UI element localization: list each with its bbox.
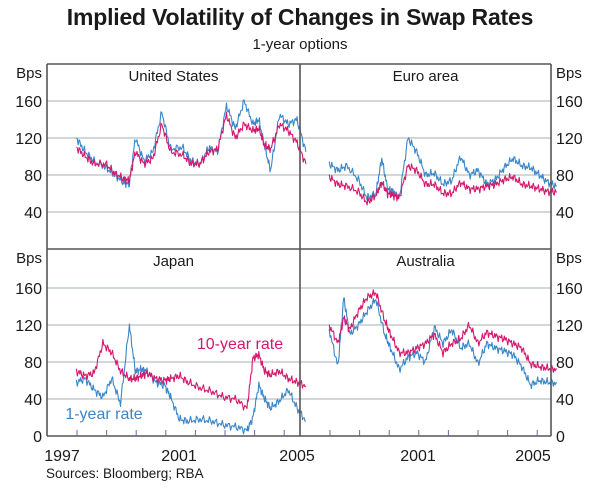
chart-subtitle: 1-year options [252, 36, 348, 53]
series-line-10-year-rate [328, 163, 558, 206]
y-tick-label: 80 [556, 355, 574, 372]
y-tick-label: 120 [556, 131, 583, 148]
series-line-1-year-rate [328, 297, 558, 390]
x-tick-label: 2001 [400, 448, 436, 465]
y-tick-label: 80 [24, 355, 42, 372]
y-tick-label: 40 [24, 392, 42, 409]
x-tick-label: 2005 [515, 448, 551, 465]
series-line-1-year-rate [75, 99, 307, 189]
x-tick-label: 1997 [44, 448, 80, 465]
y-axis-unit: Bps [16, 250, 42, 267]
gridlines [47, 100, 551, 400]
annotation-1-year-rate: 1-year rate [65, 406, 142, 423]
y-tick-label: 120 [556, 318, 583, 335]
y-tick-label: 160 [556, 281, 583, 298]
series-line-10-year-rate [76, 111, 307, 185]
y-tick-label: 120 [15, 131, 42, 148]
series-line-10-year-rate [75, 338, 307, 411]
x-tick-label: 2005 [279, 448, 315, 465]
series-line-1-year-rate [328, 137, 557, 201]
y-axis-unit: Bps [556, 250, 582, 267]
y-tick-label: 80 [24, 168, 42, 185]
y-tick-label: 0 [556, 429, 565, 446]
y-tick-label: 160 [15, 94, 42, 111]
y-axis-unit: Bps [16, 65, 42, 82]
panel-title: Australia [396, 253, 455, 270]
y-tick-label: 80 [556, 168, 574, 185]
y-tick-label: 120 [15, 318, 42, 335]
panel-title: United States [128, 68, 218, 85]
series-line-10-year-rate [328, 289, 558, 373]
source-note: Sources: Bloomberg; RBA [46, 466, 204, 481]
chart-title: Implied Volatility of Changes in Swap Ra… [66, 4, 534, 30]
y-tick-label: 160 [15, 281, 42, 298]
series-line-1-year-rate [75, 323, 306, 435]
series-lines [75, 99, 558, 435]
x-tick-label: 2001 [161, 448, 197, 465]
panel-frames [46, 63, 552, 437]
panel-title: Japan [153, 253, 194, 270]
y-axis-unit: Bps [556, 65, 582, 82]
annotation-10-year-rate: 10-year rate [197, 336, 283, 353]
y-tick-label: 40 [24, 205, 42, 222]
y-tick-label: 40 [556, 392, 574, 409]
y-tick-label: 160 [556, 94, 583, 111]
panel-title: Euro area [393, 68, 460, 85]
y-tick-label: 0 [33, 429, 42, 446]
y-tick-label: 40 [556, 205, 574, 222]
axis-labels: United States Euro area Japan Australia 40 80… [15, 65, 583, 465]
